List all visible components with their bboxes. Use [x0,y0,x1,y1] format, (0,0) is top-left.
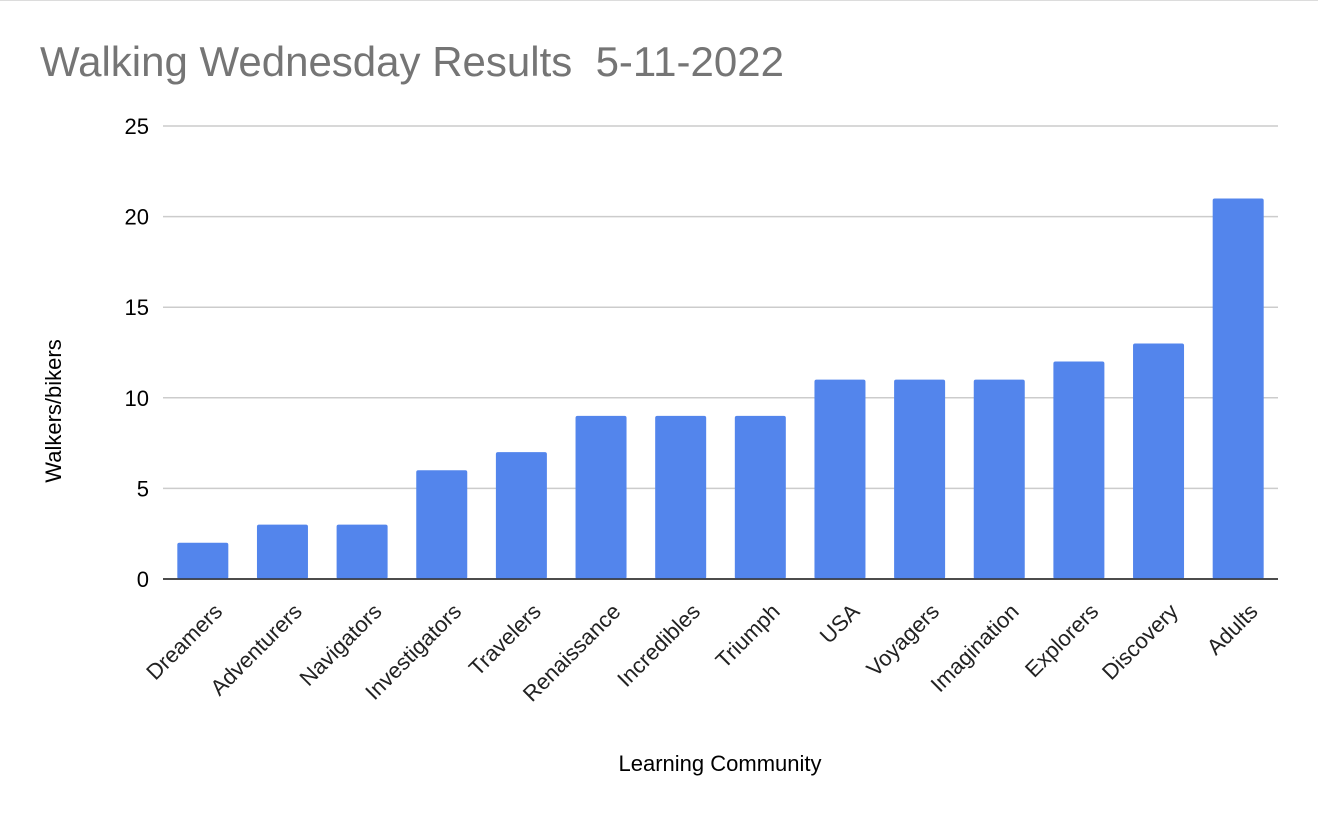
bar-adventurers [256,524,308,579]
chart-title: Walking Wednesday Results 5-11-2022 [40,38,784,85]
y-tick-label: 5 [137,476,149,501]
bar-renaissance [575,415,627,579]
x-tick-label: Adults [1202,599,1263,660]
y-tick-label: 10 [125,386,149,411]
bar-investigators [416,470,468,579]
y-axis-title: Walkers/bikers [41,339,66,482]
x-tick-label: USA [815,599,865,649]
y-tick-label: 0 [137,567,149,592]
x-axis-title: Learning Community [619,751,822,776]
x-tick-label: Incredibles [612,599,705,692]
x-tick-label: Voyagers [861,599,944,682]
x-tick-label: Travelers [464,599,546,681]
bar-explorers [1053,361,1105,579]
bar-usa [814,379,866,579]
bar-imagination [973,379,1025,579]
x-tick-label: Discovery [1097,599,1183,685]
gridlines [163,125,1278,580]
bar-adults [1212,198,1264,580]
x-tick-label: Triumph [711,599,785,673]
x-axis-ticks: DreamersAdventurersNavigatorsInvestigato… [141,599,1262,707]
bar-triumph [734,415,786,579]
x-tick-label: Dreamers [141,599,227,685]
top-border [0,0,1318,1]
bar-navigators [336,524,388,579]
bar-dreamers [177,542,229,579]
y-axis-ticks: 0 5 10 15 20 25 [125,114,149,592]
bars [163,198,1278,580]
bar-voyagers [894,379,946,579]
bar-travelers [495,452,547,579]
y-tick-label: 15 [125,295,149,320]
bar-discovery [1133,343,1185,579]
bar-incredibles [655,415,707,579]
y-tick-label: 20 [125,205,149,230]
y-tick-label: 25 [125,114,149,139]
x-tick-label: Explorers [1020,599,1103,682]
